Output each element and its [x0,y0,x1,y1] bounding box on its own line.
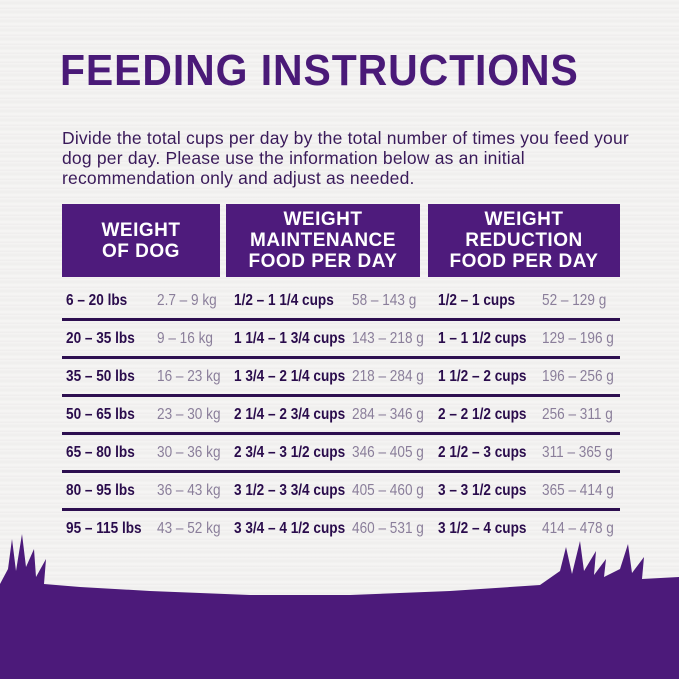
table-row: 50 – 65 lbs 23 – 30 kg 2 1/4 – 2 3/4 cups 2… [62,397,620,435]
cell-red-cups: 3 – 3 1/2 cups [438,482,527,499]
header-line: OF DOG [102,240,180,262]
cell-lbs: 35 – 50 lbs [66,368,135,385]
table-row: 6 – 20 lbs 2.7 – 9 kg 1/2 – 1 1/4 cups 58 –… [62,283,620,321]
header-maintenance: WEIGHT MAINTENANCE FOOD PER DAY [226,204,420,277]
cell-kg: 9 – 16 kg [157,330,213,347]
cell-maint-g: 218 – 284 g [352,368,424,385]
cell-maint-cups: 1/2 – 1 1/4 cups [234,292,334,309]
cell-kg: 23 – 30 kg [157,406,221,423]
cell-red-g: 256 – 311 g [542,406,613,423]
cell-maint-cups: 2 1/4 – 2 3/4 cups [234,406,346,423]
table-row: 35 – 50 lbs 16 – 23 kg 1 3/4 – 2 1/4 cups 2… [62,359,620,397]
cell-red-g: 365 – 414 g [542,482,614,499]
cell-maint-g: 58 – 143 g [352,292,417,309]
cell-maint-cups: 3 3/4 – 4 1/2 cups [234,520,346,537]
cell-red-cups: 1/2 – 1 cups [438,292,516,309]
table-row: 20 – 35 lbs 9 – 16 kg 1 1/4 – 1 3/4 cups 14… [62,321,620,359]
header-line: WEIGHT [283,209,363,230]
cell-maint-g: 143 – 218 g [352,330,424,347]
cell-kg: 16 – 23 kg [157,368,221,385]
page-title: FEEDING INSTRUCTIONS [60,46,579,95]
header-line: FOOD PER DAY [449,251,599,272]
cell-red-cups: 2 1/2 – 3 cups [438,444,527,461]
cell-red-cups: 1 – 1 1/2 cups [438,330,527,347]
cell-lbs: 80 – 95 lbs [66,482,135,499]
cell-red-g: 196 – 256 g [542,368,614,385]
cell-maint-cups: 2 3/4 – 3 1/2 cups [234,444,346,461]
cell-lbs: 95 – 115 lbs [66,520,142,537]
cell-maint-g: 284 – 346 g [352,406,424,423]
header-line: WEIGHT [484,209,564,230]
cell-kg: 2.7 – 9 kg [157,292,217,309]
cell-lbs: 50 – 65 lbs [66,406,135,423]
cell-red-cups: 1 1/2 – 2 cups [438,368,527,385]
header-line: FOOD PER DAY [248,251,398,272]
table-row: 65 – 80 lbs 30 – 36 kg 2 3/4 – 3 1/2 cups 3… [62,435,620,473]
cell-kg: 36 – 43 kg [157,482,221,499]
cell-maint-g: 346 – 405 g [352,444,424,461]
grass-silhouette [0,534,679,679]
cell-red-cups: 3 1/2 – 4 cups [438,520,527,537]
cell-red-g: 311 – 365 g [542,444,613,461]
cell-maint-cups: 1 1/4 – 1 3/4 cups [234,330,346,347]
cell-maint-cups: 3 1/2 – 3 3/4 cups [234,482,346,499]
cell-lbs: 65 – 80 lbs [66,444,135,461]
cell-maint-g: 405 – 460 g [352,482,424,499]
cell-red-cups: 2 – 2 1/2 cups [438,406,527,423]
header-line: MAINTENANCE [250,230,396,251]
cell-lbs: 6 – 20 lbs [66,292,128,309]
intro-text: Divide the total cups per day by the tot… [62,128,629,188]
cell-maint-cups: 1 3/4 – 2 1/4 cups [234,368,346,385]
cell-red-g: 414 – 478 g [542,520,614,537]
cell-kg: 30 – 36 kg [157,444,221,461]
cell-red-g: 129 – 196 g [542,330,614,347]
header-line: REDUCTION [465,230,583,251]
header-line: WEIGHT [101,219,181,241]
table-row: 80 – 95 lbs 36 – 43 kg 3 1/2 – 3 3/4 cups 4… [62,473,620,511]
cell-red-g: 52 – 129 g [542,292,607,309]
cell-maint-g: 460 – 531 g [352,520,424,537]
cell-lbs: 20 – 35 lbs [66,330,135,347]
header-reduction: WEIGHT REDUCTION FOOD PER DAY [428,204,620,277]
header-weight-of-dog: WEIGHT OF DOG [62,204,220,277]
table-row: 95 – 115 lbs 43 – 52 kg 3 3/4 – 4 1/2 cups… [62,511,620,549]
cell-kg: 43 – 52 kg [157,520,221,537]
